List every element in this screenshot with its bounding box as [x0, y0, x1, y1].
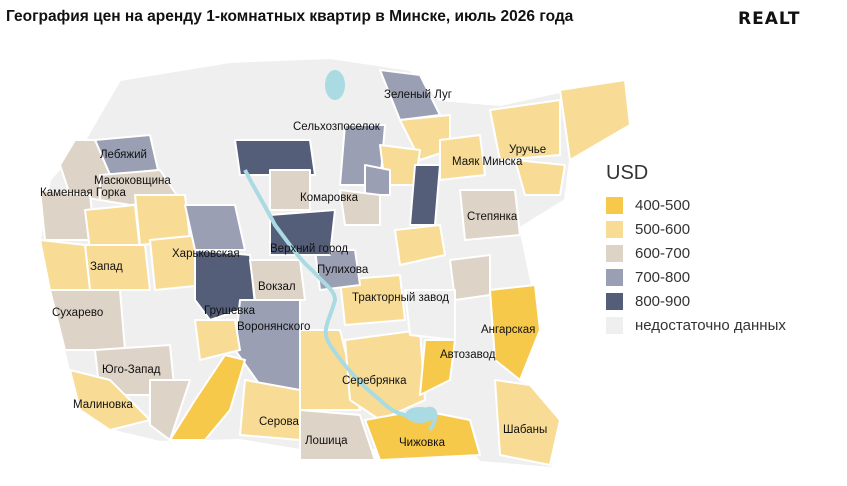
legend-item: 400-500 — [606, 193, 786, 217]
label-zeleny-lug-1: Зеленый Луг — [384, 89, 452, 101]
price-legend: USD 400-500 500-600 600-700 700-800 800-… — [606, 162, 786, 337]
lake-chizhovka — [405, 407, 435, 423]
legend-item: 800-900 — [606, 289, 786, 313]
label-serova: Серова — [259, 416, 299, 428]
label-verkhniy-gorod: Верхний город — [270, 243, 348, 255]
district-north-center-2[interactable] — [364, 164, 391, 196]
district-vokzal[interactable] — [249, 259, 306, 301]
district-mid-1[interactable] — [339, 189, 381, 226]
label-zapad: Запад — [90, 261, 123, 273]
label-sukharevo: Сухарево — [52, 307, 103, 319]
district-mayak-minska[interactable] — [409, 164, 441, 226]
district-stepyanka[interactable] — [459, 189, 521, 241]
legend-label: 700-800 — [635, 268, 691, 286]
legend-swatch — [606, 196, 623, 214]
label-angarskaya: Ангарская — [481, 324, 535, 336]
label-mayak-minska: Маяк Минска — [452, 156, 523, 168]
legend-label: 800-900 — [635, 292, 691, 310]
district-serova[interactable] — [239, 379, 301, 441]
legend-swatch — [606, 292, 623, 310]
district-loshitsa[interactable] — [299, 409, 376, 461]
label-stepyanka: Степянка — [467, 211, 518, 223]
label-vokzal: Вокзал — [258, 281, 296, 293]
legend-label: 400-500 — [635, 196, 691, 214]
district-avtozavod[interactable] — [419, 339, 456, 396]
district-east-1[interactable] — [394, 224, 446, 266]
label-serebryanka: Серебрянка — [342, 375, 407, 387]
district-serebryanka[interactable] — [344, 329, 426, 421]
map-title: География цен на аренду 1-комнатных квар… — [6, 8, 574, 25]
district-east-2[interactable] — [449, 254, 491, 301]
legend-swatch — [606, 268, 623, 286]
label-loshitsa: Лошица — [305, 435, 348, 447]
district-ne-2[interactable] — [439, 134, 486, 181]
legend-title: USD — [606, 162, 649, 184]
legend-swatch — [606, 316, 623, 334]
district-south-west-center[interactable] — [194, 319, 241, 361]
district-west-center[interactable] — [184, 204, 246, 251]
label-shabany: Шабаны — [503, 424, 547, 436]
district-center-north[interactable] — [234, 139, 316, 176]
legend-item: 600-700 — [606, 241, 786, 265]
legend-swatch — [606, 220, 623, 238]
realt-logo: REALT — [738, 9, 801, 29]
label-voronyanskogo: Воронянского — [237, 321, 310, 333]
district-komarovka[interactable] — [269, 169, 311, 211]
label-lebyazhiy: Лебяжий — [100, 149, 147, 161]
label-uruchye: Уручье — [509, 144, 546, 156]
label-selhozposelok: Сельхозпоселок — [293, 121, 381, 133]
district-malinovka[interactable] — [69, 369, 151, 431]
district-angarskaya[interactable] — [489, 284, 541, 381]
district-far-west[interactable] — [39, 239, 91, 291]
district-traktorny-zavod[interactable] — [339, 274, 406, 326]
district-verkhniy-gorod[interactable] — [269, 209, 336, 256]
label-masyukovshchina: Масюковщина — [94, 175, 171, 187]
legend-label: недостаточно данных — [635, 316, 786, 334]
legend-label: 600-700 — [635, 244, 691, 262]
legend-swatch — [606, 244, 623, 262]
district-uruchye-east[interactable] — [559, 79, 631, 161]
legend-item: 500-600 — [606, 217, 786, 241]
lake-north — [325, 70, 345, 100]
label-malinovka: Малиновка — [73, 399, 133, 411]
label-kharkovskaya: Харьковская — [172, 248, 240, 260]
label-pulikhova: Пулихова — [317, 264, 369, 276]
label-avtozavod: Автозавод — [440, 349, 496, 361]
legend-item: 700-800 — [606, 265, 786, 289]
label-yugo-zapad: Юго-Запад — [102, 364, 161, 376]
district-zapad[interactable] — [84, 204, 141, 251]
district-uruchye-south[interactable] — [514, 159, 566, 196]
district-south-bright[interactable] — [169, 354, 246, 441]
district-south-mid[interactable] — [404, 289, 456, 341]
label-grushevka: Грушевка — [204, 305, 256, 317]
label-chizhovka: Чижовка — [399, 437, 446, 449]
legend-label: 500-600 — [635, 220, 691, 238]
label-traktorny-zavod: Тракторный завод — [352, 292, 449, 304]
label-kamennaya-gorka: Каменная Горка — [40, 187, 126, 199]
district-shabany[interactable] — [494, 379, 561, 466]
district-uruchye[interactable] — [489, 99, 561, 161]
legend-item: недостаточно данных — [606, 313, 786, 337]
label-komarovka: Комаровка — [300, 192, 359, 204]
